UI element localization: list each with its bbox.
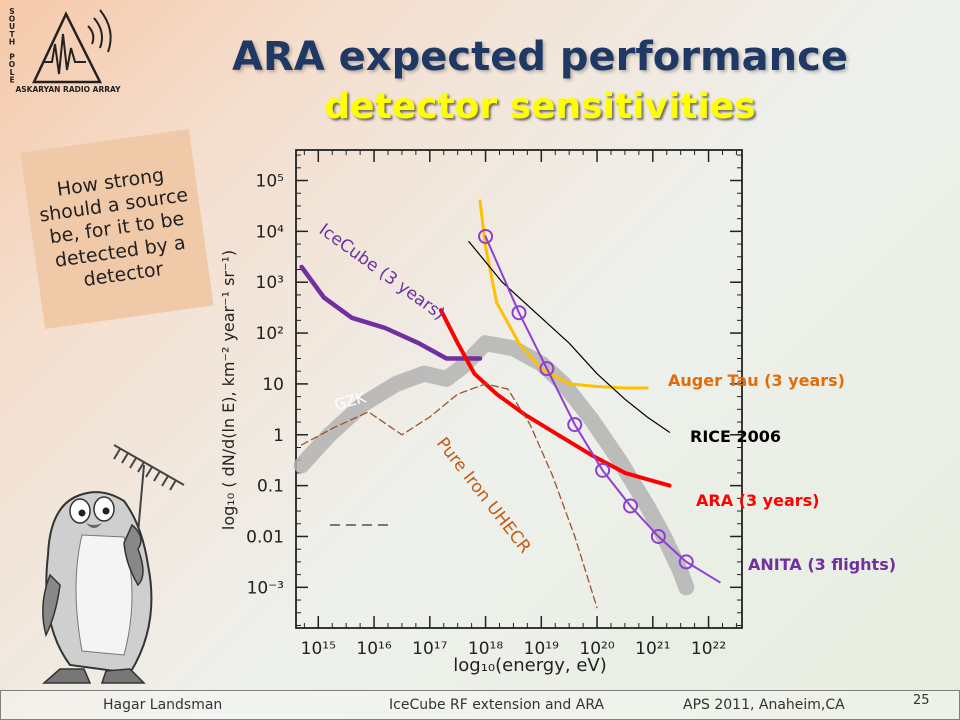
x-tick-labels: 10¹⁵ 10¹⁶ 10¹⁷ 10¹⁸ 10¹⁹ 10²⁰ 10²¹ 10²² xyxy=(301,639,727,659)
label-ara: ARA (3 years) xyxy=(696,491,819,510)
series-line-icecube-3-years xyxy=(299,264,483,361)
anita-marker xyxy=(595,462,611,478)
y-tick-label: 0.1 xyxy=(257,477,284,497)
footer-page: 25 xyxy=(913,693,930,708)
logo-letter: P xyxy=(9,53,15,62)
series-line-gzk xyxy=(293,335,695,596)
logo-wave-icon xyxy=(44,33,86,75)
series-line-auger-tau-3-years xyxy=(478,199,649,390)
logo-letter: H xyxy=(9,37,15,46)
y-tick-label: 10⁴ xyxy=(256,222,285,242)
y-tick-label: 10 xyxy=(262,375,284,395)
slide-subtitle: detector sensitivities xyxy=(324,86,756,127)
anita-marker xyxy=(478,228,494,244)
anita-marker xyxy=(539,361,555,377)
label-auger-tau: Auger Tau (3 years) xyxy=(668,371,845,390)
y-tick-label: 10³ xyxy=(256,273,284,293)
label-anita: ANITA (3 flights) xyxy=(748,555,896,574)
anita-marker xyxy=(567,417,583,433)
logo-triangle xyxy=(32,11,103,84)
series-line-anita-3-flights xyxy=(484,235,721,584)
penguin-with-antenna-icon xyxy=(42,444,185,684)
x-tick-label: 10²⁰ xyxy=(579,639,614,659)
anita-marker xyxy=(623,498,638,514)
x-axis-label: log₁₀(energy, eV) xyxy=(453,655,606,676)
logo-letter: T xyxy=(9,30,15,39)
anita-marker xyxy=(678,554,694,570)
x-tick-label: 10²¹ xyxy=(635,639,670,659)
anita-marker xyxy=(650,528,666,544)
logo-caption: ASKARYAN RADIO ARRAY xyxy=(15,85,121,94)
y-tick-labels: 10⁵ 10⁴ 10³ 10² 10 1 0.1 0.01 10⁻³ xyxy=(246,172,284,599)
footer-venue: APS 2011, Anaheim,CA xyxy=(683,697,845,713)
x-tick-label: 10¹⁵ xyxy=(301,639,336,659)
label-rice-2006: RICE 2006 xyxy=(690,427,781,446)
label-pure-iron: Pure Iron UHECR xyxy=(432,434,535,558)
series-line-ara-3-years xyxy=(438,308,672,488)
x-tick-label: 10²² xyxy=(691,639,726,659)
logo-letter: L xyxy=(10,68,15,77)
axis-ticks xyxy=(296,150,742,628)
logo-letter: E xyxy=(9,75,14,84)
x-tick-label: 10¹⁹ xyxy=(524,639,559,659)
y-tick-label: 10⁵ xyxy=(256,172,284,192)
logo-radio-arc-icon xyxy=(87,25,95,45)
footer-author: Hagar Landsman xyxy=(103,697,223,713)
footer-talk: IceCube RF extension and ARA xyxy=(389,697,605,713)
series-line-pure-iron-uhecr xyxy=(300,383,598,609)
x-tick-label: 10¹⁶ xyxy=(356,639,391,659)
plot-frame xyxy=(295,149,743,629)
slide-title: ARA expected performance xyxy=(232,34,848,80)
sensitivity-chart: 10¹⁵ 10¹⁶ 10¹⁷ 10¹⁸ 10¹⁹ 10²⁰ 10²¹ 10²² 10⁵10⁴1… xyxy=(219,149,896,676)
logo-letter: U xyxy=(9,22,15,31)
y-tick-label: 10⁻³ xyxy=(247,578,284,598)
y-axis-label: log₁₀ ( dN/d(ln E), km⁻² year⁻¹ sr⁻¹) xyxy=(219,250,238,530)
series-layer xyxy=(293,199,721,609)
logo-letter: O xyxy=(9,15,15,24)
logo-letter: O xyxy=(9,60,15,69)
footer-bar: Hagar Landsman IceCube RF extension and … xyxy=(0,690,960,720)
anita-marker xyxy=(511,305,527,321)
y-tick-label: 0.01 xyxy=(246,527,284,547)
y-tick-label: 1 xyxy=(273,426,284,446)
x-tick-label: 10¹⁸ xyxy=(468,639,503,659)
logo-letter: S xyxy=(9,7,14,16)
question-note: How strong should a source be, for it to… xyxy=(20,129,214,329)
label-icecube: IceCube (3 years) xyxy=(315,220,448,325)
y-tick-label: 10² xyxy=(256,324,284,344)
x-tick-label: 10¹⁷ xyxy=(412,639,447,659)
